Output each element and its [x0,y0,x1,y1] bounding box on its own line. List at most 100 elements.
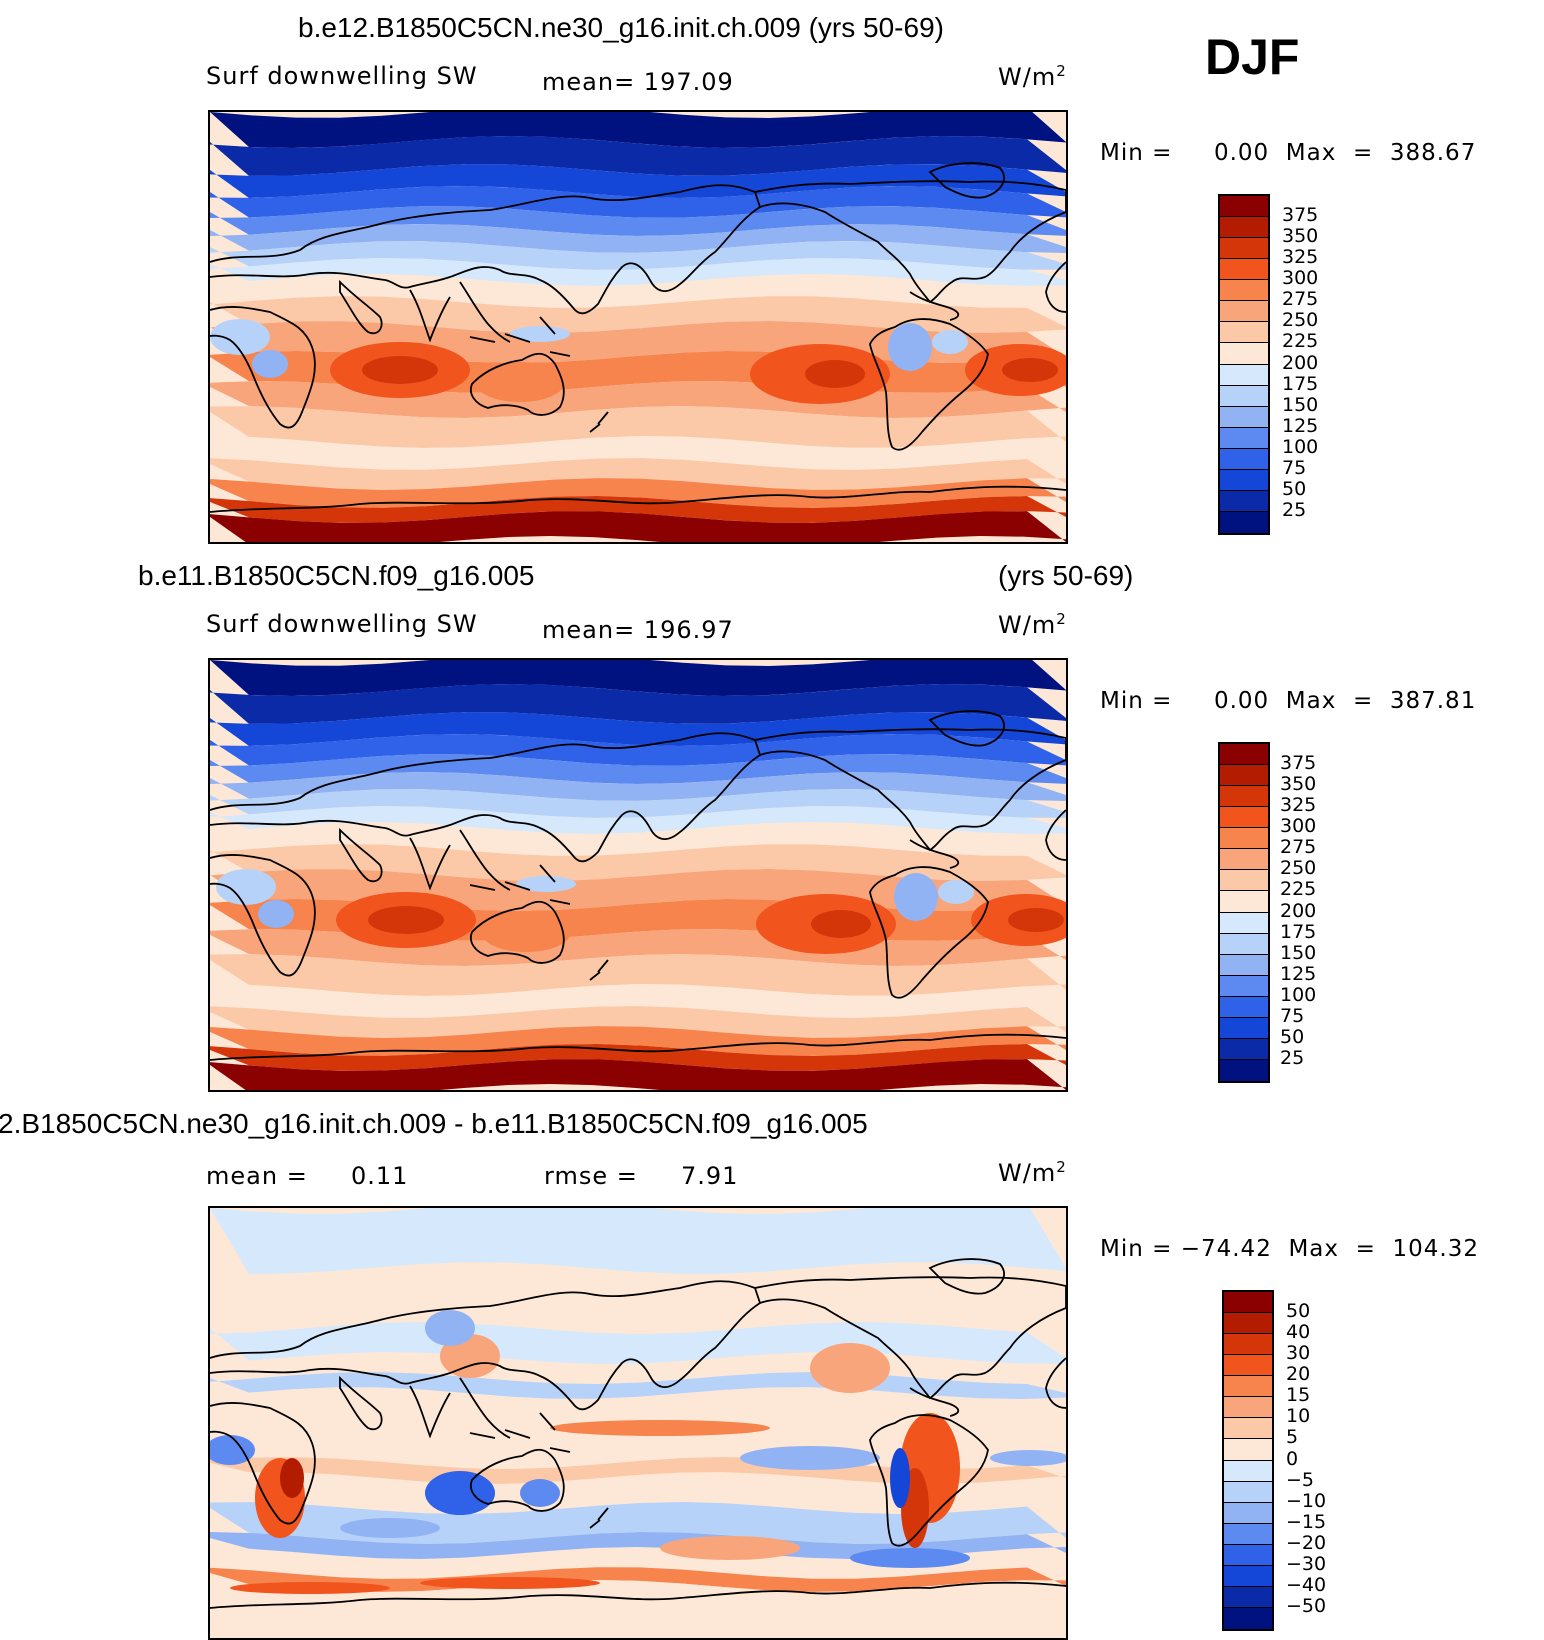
colorbar-tick-label: 225 [1282,330,1319,353]
colorbar-cell [1220,490,1268,512]
contour-band [210,1044,1066,1071]
coastline [459,829,511,891]
colorbar-tick-label: 325 [1282,246,1319,269]
coastline [928,710,1005,747]
coastline [589,411,609,433]
colorbar-tick-label: 25 [1280,1046,1305,1069]
contour-feature [510,326,570,342]
colorbar-cell [1220,448,1268,470]
season-label: DJF [1205,29,1300,85]
colorbar-cell [1220,996,1268,1018]
panel3-units: W/m2 [998,1158,1067,1187]
contour-feature [932,330,968,354]
colorbar-tick-label: −50 [1286,1594,1327,1617]
contour-band [210,496,1066,523]
contour-feature [810,1343,890,1393]
contour-feature [258,900,294,928]
colorbar-tick-label: 250 [1282,309,1319,332]
panel1-title: b.e12.B1850C5CN.ne30_g16.init.ch.009 (yr… [298,12,944,43]
colorbar-tick-label: −40 [1286,1573,1327,1596]
colorbar-cell [1224,1523,1272,1545]
colorbar-tick-label: 125 [1282,414,1319,437]
colorbar-cell [1220,933,1268,955]
contour-feature [740,1446,880,1470]
colorbar-tick-label: −15 [1286,1510,1327,1533]
coastline [928,1258,1005,1295]
panel2-title: b.e11.B1850C5CN.f09_g16.005 [138,560,535,591]
colorbar-cell [1224,1376,1272,1398]
panel1-variable: Surf downwelling SW [206,62,478,90]
panel2-variable: Surf downwelling SW [206,610,478,638]
coastline [210,306,316,429]
coastline [339,279,383,335]
contour-feature [481,912,571,952]
contour-band [210,954,1066,996]
colorbar-tick-label: −5 [1286,1468,1315,1491]
colorbar-tick-label: 350 [1282,225,1319,248]
colorbar-cell [1220,406,1268,428]
contour-band [210,258,1066,286]
coastline [210,1280,762,1411]
contour-feature [888,323,932,371]
coastline [409,289,451,343]
map-field [210,660,1066,1090]
contour-feature [680,322,860,342]
colorbar-cell [1220,217,1268,239]
colorbar-tick-label: 100 [1282,435,1319,458]
contour-band [210,186,1066,218]
colorbar-tick-label: 25 [1282,498,1307,521]
contour-feature [686,872,866,892]
contour-band [210,241,1066,270]
contour-feature [938,880,974,904]
colorbar-tick-label: 50 [1286,1300,1311,1323]
contour-band [210,754,1066,784]
colorbar-cell [1224,1481,1272,1503]
contour-feature [210,319,270,355]
panel1-colorbar-labels: 375 350 325 300 275 250 225 200 175 150 125 100 75 50… [1282,194,1362,535]
coastline [339,827,383,883]
coastline [869,318,989,451]
contour-band [210,478,1066,508]
colorbar-tick-label: −30 [1286,1552,1327,1575]
panel2-colorbar [1218,742,1270,1083]
contour-band [210,436,1066,470]
map-field [210,112,1066,542]
colorbar-tick-label: 75 [1280,1004,1305,1027]
colorbar-tick-label: −20 [1286,1531,1327,1554]
contour-band [210,772,1066,801]
coastline [1045,809,1066,861]
contour-feature [210,1435,255,1465]
coastline [409,1385,451,1439]
colorbar-cell [1224,1334,1272,1356]
contour-feature [425,1471,495,1515]
coastline [909,1387,960,1417]
coastline [210,184,762,315]
colorbar-cell [1224,1418,1272,1440]
contour-band [210,206,1066,236]
coastline [754,180,1066,304]
coastline [754,728,1066,852]
contour-feature [850,1548,970,1568]
panel2-mean: mean= 196.97 [542,616,734,644]
coastline [469,864,571,905]
contour-band [210,734,1066,766]
coastline [409,837,451,891]
colorbar-cell [1220,849,1268,871]
colorbar-cell [1220,469,1268,491]
colorbar-cell [1220,280,1268,302]
panel3-minmax: Min = −74.42 Max = 104.32 [1100,1236,1479,1262]
colorbar-tick-label: 200 [1282,351,1319,374]
coastline [1045,1357,1066,1409]
contour-band [210,1026,1066,1056]
colorbar-tick-label: 300 [1282,267,1319,290]
colorbar-cell [1220,196,1268,218]
contour-band [210,1006,1066,1038]
contour-feature [516,876,576,892]
panel2-years: (yrs 50-69) [998,560,1134,591]
panel1-minmax: Min = 0.00 Max = 388.67 [1100,140,1477,166]
contour-band [210,458,1066,490]
colorbar-cell [1224,1586,1272,1608]
contour-band [210,712,1066,746]
contour-band [210,164,1066,198]
colorbar-cell [1224,1544,1272,1566]
